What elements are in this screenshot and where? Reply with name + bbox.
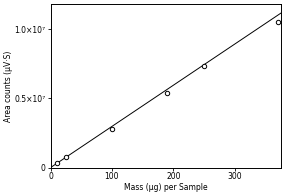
Point [165, 91, 170, 94]
Point [54, 162, 59, 165]
Point [110, 127, 114, 130]
X-axis label: Mass (μg) per Sample: Mass (μg) per Sample [124, 183, 207, 192]
Point [276, 21, 280, 24]
Point [64, 155, 68, 158]
Point [202, 65, 206, 68]
Y-axis label: Area counts (μV·S): Area counts (μV·S) [4, 50, 13, 122]
